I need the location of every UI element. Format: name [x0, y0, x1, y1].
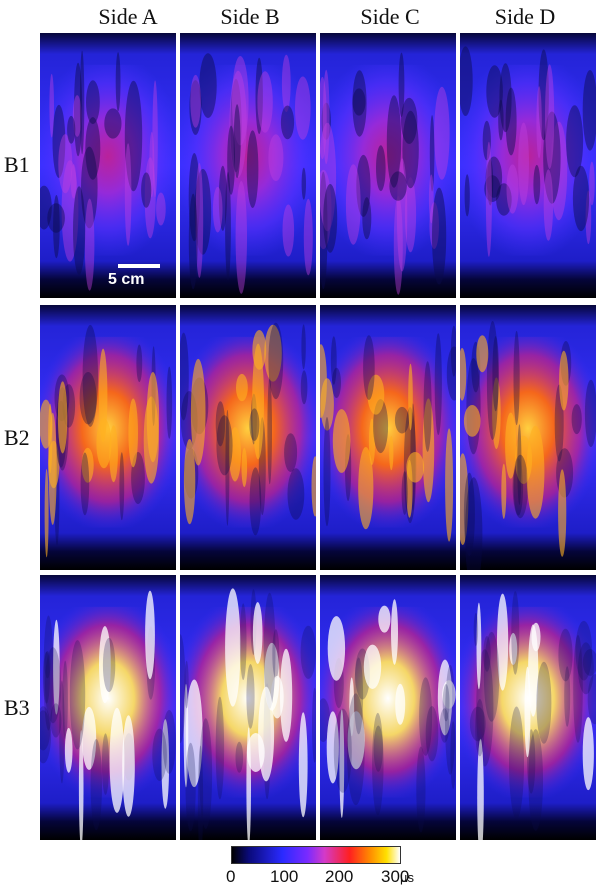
scale-bar-label: 5 cm [108, 271, 145, 288]
thermal-panel-b2-side-d [460, 305, 596, 570]
row-label-b3: B3 [4, 695, 30, 720]
thermal-panel-b2-side-a [40, 305, 176, 570]
column-label-side-b: Side B [220, 4, 280, 29]
thermal-panel-b1-side-c [320, 33, 456, 298]
row-label-b2: B2 [4, 425, 30, 450]
thermal-panel-b1-side-a [40, 33, 176, 298]
column-label-side-c: Side C [360, 4, 420, 29]
thermal-panel-b3-side-b [180, 575, 316, 840]
colorbar-tick-100: 100 [270, 867, 299, 886]
thermal-panel-b1-side-d [460, 33, 596, 298]
colorbar-unit: µs [400, 870, 414, 885]
row-label-b1: B1 [4, 152, 30, 177]
column-label-side-a: Side A [98, 4, 158, 29]
thermal-panel-b1-side-b [180, 33, 316, 298]
thermal-panel-b2-side-b [180, 305, 316, 570]
thermal-panel-b2-side-c [320, 305, 456, 570]
scale-bar [118, 264, 160, 268]
thermal-panel-b3-side-d [460, 575, 596, 840]
thermal-panel-b3-side-a [40, 575, 176, 840]
column-label-side-d: Side D [494, 4, 556, 29]
colorbar-tick-200: 200 [325, 867, 354, 886]
colorbar-tick-0: 0 [226, 867, 236, 886]
colorbar-tick-300: 300 [381, 867, 410, 886]
thermal-panel-b3-side-c [320, 575, 456, 840]
colorbar [231, 846, 401, 864]
